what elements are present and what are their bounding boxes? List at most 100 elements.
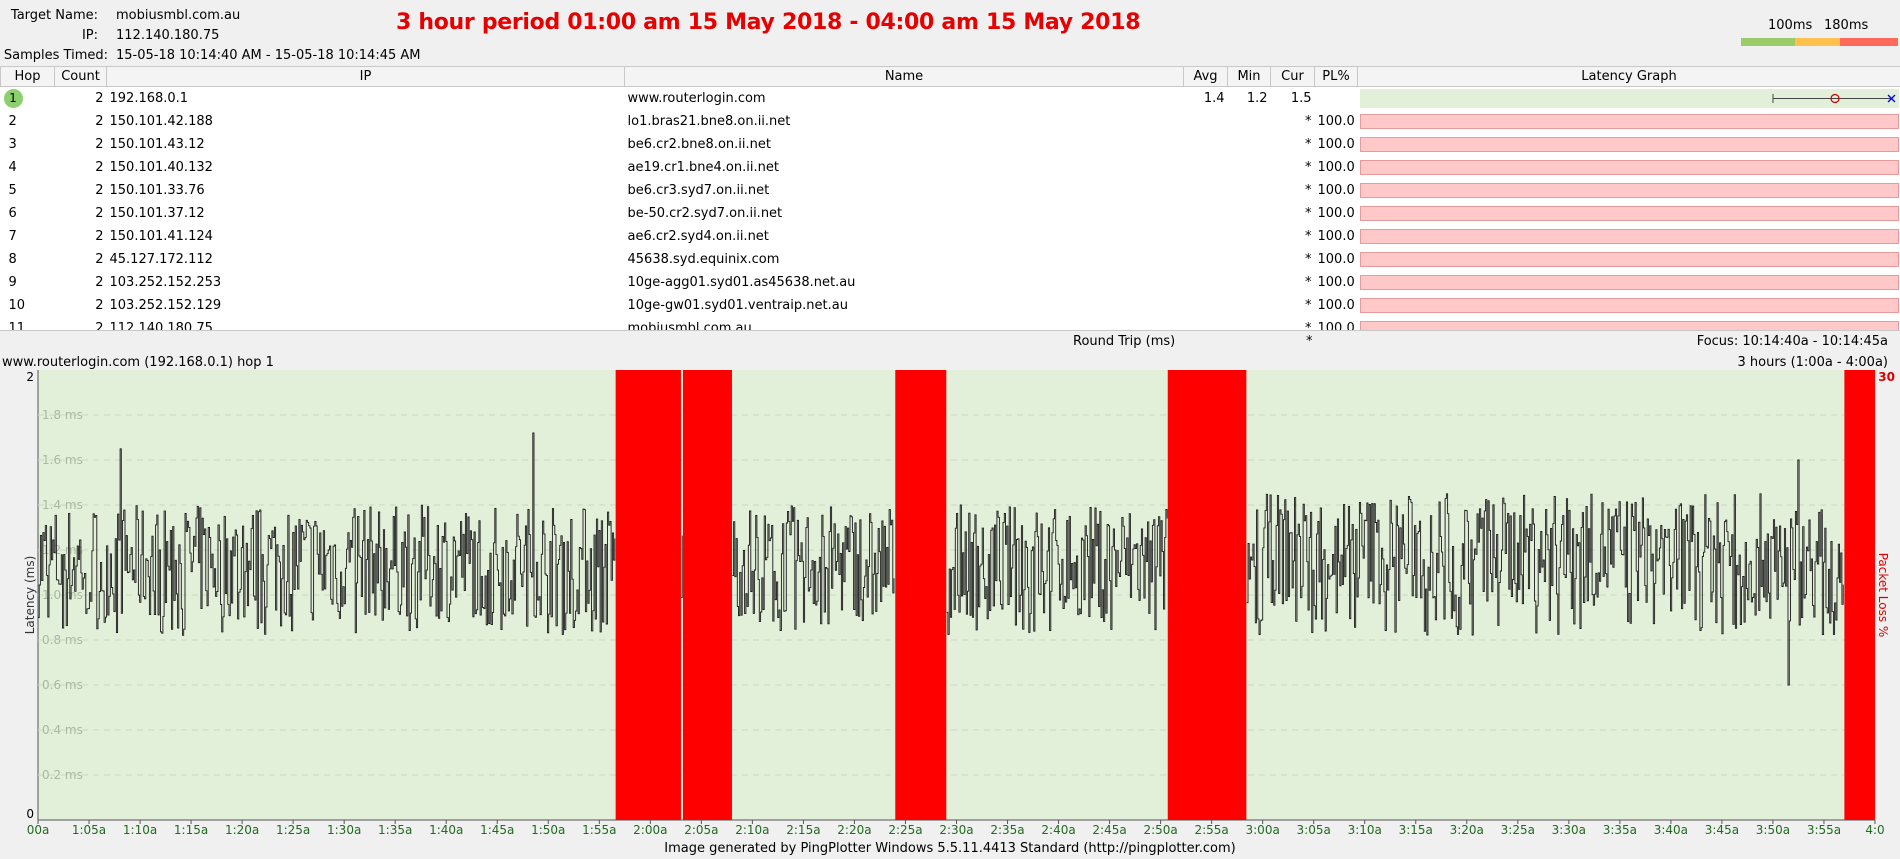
- hop-row[interactable]: 7 2 150.101.41.124 ae6.cr2.syd4.on.ii.net * 1…: [1, 225, 1900, 248]
- hop-pl: 100.0: [1317, 275, 1355, 290]
- round-trip-row: Round Trip (ms) * Focus: 10:14:40a - 10:…: [0, 330, 1900, 354]
- hop-count: 2: [95, 183, 104, 198]
- hop-latency-bar: [1358, 248, 1900, 271]
- hop-avg: [1184, 225, 1228, 248]
- hop-cur: 1.5: [1290, 91, 1312, 106]
- hop-pl: 100.0: [1317, 252, 1355, 267]
- y-tick-label: 1.2 ms: [42, 543, 83, 557]
- hop-name: lo1.bras21.bne8.on.ii.net: [627, 114, 791, 129]
- hop-cur: *: [1305, 321, 1312, 336]
- loss-bar: [1359, 229, 1899, 244]
- hop-latency-bar: [1358, 156, 1900, 179]
- hop-avg: [1184, 294, 1228, 317]
- target-name-label: Target Name:: [10, 8, 98, 23]
- col-hop[interactable]: Hop: [0, 66, 55, 87]
- x-tick-label: 3:30a: [1552, 823, 1586, 836]
- x-tick-label: 2:55a: [1194, 823, 1228, 836]
- col-pl[interactable]: PL%: [1314, 66, 1358, 87]
- hop-name: be-50.cr2.syd7.on.ii.net: [627, 206, 783, 221]
- hop-number: 4: [8, 160, 17, 175]
- legend-bar-warn: [1795, 38, 1840, 46]
- hop-ip: 45.127.172.112: [109, 252, 213, 267]
- round-trip-label: Round Trip (ms): [1073, 334, 1176, 349]
- hop-number: 6: [8, 206, 17, 221]
- x-tick-label: 2:10a: [735, 823, 769, 836]
- col-min[interactable]: Min: [1227, 66, 1271, 87]
- x-tick-label: 1:30a: [327, 823, 361, 836]
- hop-count: 2: [95, 91, 104, 106]
- y-tick-label: 0.8 ms: [42, 633, 83, 647]
- loss-bar: [1359, 275, 1899, 290]
- hop-cur: *: [1305, 183, 1312, 198]
- hop-min: [1228, 179, 1271, 202]
- hop-cur: *: [1305, 137, 1312, 152]
- col-latency-graph[interactable]: Latency Graph: [1357, 66, 1900, 87]
- hop-min: [1228, 110, 1271, 133]
- x-tick-label: 2:40a: [1041, 823, 1075, 836]
- hop-count: 2: [95, 275, 104, 290]
- x-tick-label: 3:45a: [1705, 823, 1739, 836]
- col-ip[interactable]: IP: [106, 66, 625, 87]
- hop-name: 10ge-agg01.syd01.as45638.net.au: [627, 275, 856, 290]
- x-tick-label: 3:15a: [1399, 823, 1433, 836]
- hop-latency-bar: [1358, 179, 1900, 202]
- samples-label: Samples Timed:: [3, 48, 108, 63]
- hop-row[interactable]: 10 2 103.252.152.129 10ge-gw01.syd01.ventra…: [1, 294, 1900, 317]
- y-tick-label: 1.8 ms: [42, 408, 83, 422]
- x-tick-label: 3:20a: [1450, 823, 1484, 836]
- hop-min: 1.2: [1246, 91, 1268, 106]
- latency-chart[interactable]: 1.8 ms1.6 ms1.4 ms1.2 ms1.0 ms0.8 ms0.6 …: [0, 370, 1900, 836]
- hop-min: [1228, 248, 1271, 271]
- graph-target-label: www.routerlogin.com (192.168.0.1) hop 1: [2, 355, 274, 370]
- col-count[interactable]: Count: [54, 66, 107, 87]
- packet-loss-bar: [1167, 370, 1247, 820]
- x-tick-label: 3:50a: [1756, 823, 1790, 836]
- hop-name: www.routerlogin.com: [627, 91, 766, 106]
- x-tick-label: 4:0: [1865, 823, 1884, 836]
- x-tick-label: 3:35a: [1603, 823, 1637, 836]
- latency-marker-icon: [1772, 93, 1895, 104]
- hop-ip: 103.252.152.129: [109, 298, 222, 313]
- hop-row[interactable]: 2 2 150.101.42.188 lo1.bras21.bne8.on.ii.ne…: [1, 110, 1900, 133]
- hop-row[interactable]: 8 2 45.127.172.112 45638.syd.equinix.com * 10…: [1, 248, 1900, 271]
- hop-status-icon: 1: [3, 89, 23, 108]
- hop-pl: 100.0: [1317, 114, 1355, 129]
- hop-number: 7: [8, 229, 17, 244]
- latency-series: [38, 432, 1844, 686]
- hop-row[interactable]: 5 2 150.101.33.76 be6.cr3.syd7.on.ii.net * 10…: [1, 179, 1900, 202]
- packet-loss-bar: [615, 370, 681, 820]
- packet-loss-bar: [682, 370, 732, 820]
- hop-cur: *: [1305, 298, 1312, 313]
- hop-number: 10: [8, 298, 26, 313]
- hop-name: be6.cr2.bne8.on.ii.net: [627, 137, 771, 152]
- x-tick-label: 3:10a: [1348, 823, 1382, 836]
- hop-pl: 100.0: [1317, 137, 1355, 152]
- x-tick-label: 3:55a: [1807, 823, 1841, 836]
- hop-row[interactable]: 9 2 103.252.152.253 10ge-agg01.syd01.as4563…: [1, 271, 1900, 294]
- hop-number: 5: [8, 183, 17, 198]
- hop-count: 2: [95, 114, 104, 129]
- hop-name: ae6.cr2.syd4.on.ii.net: [627, 229, 769, 244]
- hop-ip: 150.101.33.76: [109, 183, 205, 198]
- hop-row[interactable]: 1 2 192.168.0.1 www.routerlogin.com 1.4 1.2 1.…: [1, 87, 1900, 111]
- hop-min: [1228, 271, 1271, 294]
- legend-100ms: 100ms: [1768, 18, 1813, 33]
- footer-credit: Image generated by PingPlotter Windows 5…: [0, 838, 1900, 859]
- col-avg[interactable]: Avg: [1183, 66, 1228, 87]
- hop-row[interactable]: 6 2 150.101.37.12 be-50.cr2.syd7.on.ii.net *…: [1, 202, 1900, 225]
- hop-name: ae19.cr1.bne4.on.ii.net: [627, 160, 779, 175]
- packet-loss-bar: [895, 370, 947, 820]
- hop-cur: *: [1305, 275, 1312, 290]
- hop-min: [1228, 294, 1271, 317]
- y2-max-label: 30: [1878, 370, 1895, 384]
- hop-pl: 100.0: [1317, 298, 1355, 313]
- hop-row[interactable]: 3 2 150.101.43.12 be6.cr2.bne8.on.ii.net * 10…: [1, 133, 1900, 156]
- y-axis-title: Latency (ms): [23, 556, 37, 635]
- hop-row[interactable]: 4 2 150.101.40.132 ae19.cr1.bne4.on.ii.net *…: [1, 156, 1900, 179]
- loss-bar: [1359, 137, 1899, 152]
- hop-latency-bar: [1358, 202, 1900, 225]
- hop-avg: [1184, 179, 1228, 202]
- hop-count: 2: [95, 298, 104, 313]
- col-cur[interactable]: Cur: [1270, 66, 1315, 87]
- col-name[interactable]: Name: [624, 66, 1184, 87]
